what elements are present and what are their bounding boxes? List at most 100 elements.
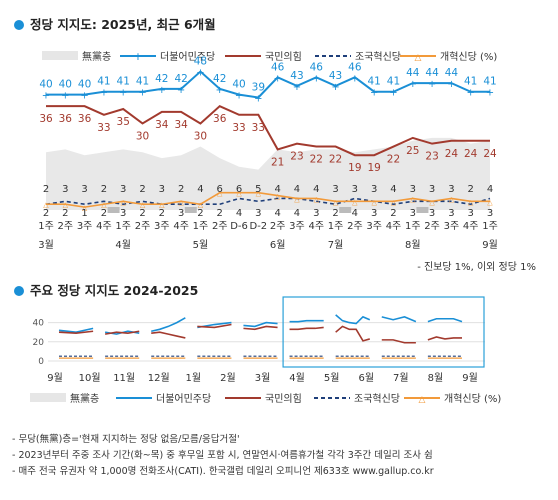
footnote-2: - 2023년부터 주중 조사 기간(화~목) 중 후무일 포함 시, 연말연시… [12,450,433,461]
tick-month: 5월 [193,239,209,251]
label-small-bottom: 2 [332,208,338,219]
label-ppp: 25 [406,145,419,157]
series-line-ref [46,191,490,208]
tick-week: 1주 [115,221,131,232]
label-dem: 43 [329,70,342,82]
label-ppp: 19 [348,162,361,174]
point-dem: + [42,91,50,102]
label-ppp: 24 [483,148,497,160]
chart2-svg: 0 20 40 9월 10월 11월 12월 1월 2월 3월 4월 5월 6월 7월 8월 9월 無黨층 더불어… [30,296,501,405]
point-ref: △ [468,198,474,206]
legend2-label-dem: 더불어민주당 [156,393,211,405]
tick-week: 3주 [366,221,382,232]
bullet-dot-icon [14,286,24,296]
series2-line-ppp [197,323,232,329]
series2-line-ppp [427,336,462,341]
triangle-marker-icon: △ [415,53,422,63]
legend-label-ppp: 국민의힘 [265,51,302,63]
legend2-item-dem: 더불어민주당 [116,393,211,405]
point-ref: △ [140,201,146,209]
legend2-swatch-none [30,393,66,402]
label-dem: 46 [310,61,324,73]
series2-line-ppp [381,339,416,344]
label-small-bottom: 3 [255,208,261,219]
label-ppp: 34 [155,119,169,131]
label-dem: 41 [97,76,110,88]
tick-week: D-6 [230,221,248,232]
point-dem: + [61,91,69,102]
series2-line-ppp [243,325,278,331]
label-small-top: 3 [371,184,377,195]
footnote-1: - 무당(無黨)층='현재 지지하는 정당 없음/모름/응답거절' [12,434,240,445]
point-ref: △ [159,201,165,209]
chart1-title: 정당 지지도: 2025년, 최근 6개월 [14,14,216,33]
point-ref: △ [63,201,69,209]
label-ppp: 35 [117,116,130,128]
label-small-bottom: 3 [448,208,454,219]
label-small-top: 3 [62,184,68,195]
point-ref: △ [314,195,320,203]
point-ref: △ [333,198,339,206]
legend2-label-reb: 조국혁신당 [354,393,400,405]
tick-month2: 8월 [428,372,444,384]
legend2-label-ppp: 국민의힘 [265,393,302,405]
label-ppp: 33 [252,122,265,134]
legend-item-ref: △ 개혁신당 (%) [400,51,497,63]
label-dem: 44 [425,67,439,79]
label-small-top: 2 [43,184,49,195]
label-small-bottom: 2 [43,208,49,219]
label-small-top: 4 [487,184,493,195]
tick-y: 40 [33,319,45,329]
point-ref: △ [449,195,455,203]
point-dem: + [80,91,88,102]
label-small-bottom: 4 [236,208,242,219]
label-small-top: 4 [313,184,319,195]
point-ref: △ [82,204,88,212]
point-ref: △ [410,195,416,203]
legend2-label-none: 無黨층 [70,392,99,405]
tick-month2: 10월 [79,372,101,384]
label-small-bottom: 3 [468,208,474,219]
label-dem: 44 [445,67,459,79]
point-ref: △ [217,190,223,198]
point-dem: + [447,79,455,90]
series2-line-ppp [104,330,140,335]
point-ref: △ [391,198,397,206]
legend-item-ppp: 국민의힘 [225,51,302,63]
point-dem: + [428,79,436,90]
label-ppp: 33 [232,122,245,134]
label-small-top: 3 [332,184,338,195]
label-small-bottom: 3 [429,208,435,219]
tick-month2: 5월 [324,372,340,384]
tick-week: 1주 [405,221,421,232]
label-ppp: 21 [271,156,284,168]
tick-week: 4주 [173,221,189,232]
series2-line-dem [427,317,463,323]
point-dem: + [312,73,320,84]
legend2-item-reb: 조국혁신당 [314,393,400,405]
point-dem: + [331,82,339,93]
point-dem: + [138,88,146,99]
label-small-bottom: 2 [101,208,107,219]
label-dem: 43 [290,70,303,82]
label-small-top: 3 [81,184,87,195]
point-ref: △ [352,198,358,206]
series2-line-dem [289,319,324,323]
point-dem: + [216,85,224,96]
label-small-bottom: 4 [294,208,300,219]
legend-item-reb: 조국혁신당 [315,51,401,63]
point-ref: △ [429,198,435,206]
legend-label-reb: 조국혁신당 [355,51,401,63]
gap-mark [184,207,197,213]
label-small-top: 2 [139,184,145,195]
point-ref: △ [294,195,300,203]
tick-week: 1주 [193,221,209,232]
point-dem: + [158,85,166,96]
legend-label-dem: 더불어민주당 [160,51,215,63]
label-dem: 40 [78,79,91,91]
series2-line-ppp [335,325,370,342]
series-line-ppp [46,104,490,157]
label-dem: 41 [483,76,496,88]
point-ref: △ [256,190,262,198]
label-dem: 39 [252,82,265,94]
